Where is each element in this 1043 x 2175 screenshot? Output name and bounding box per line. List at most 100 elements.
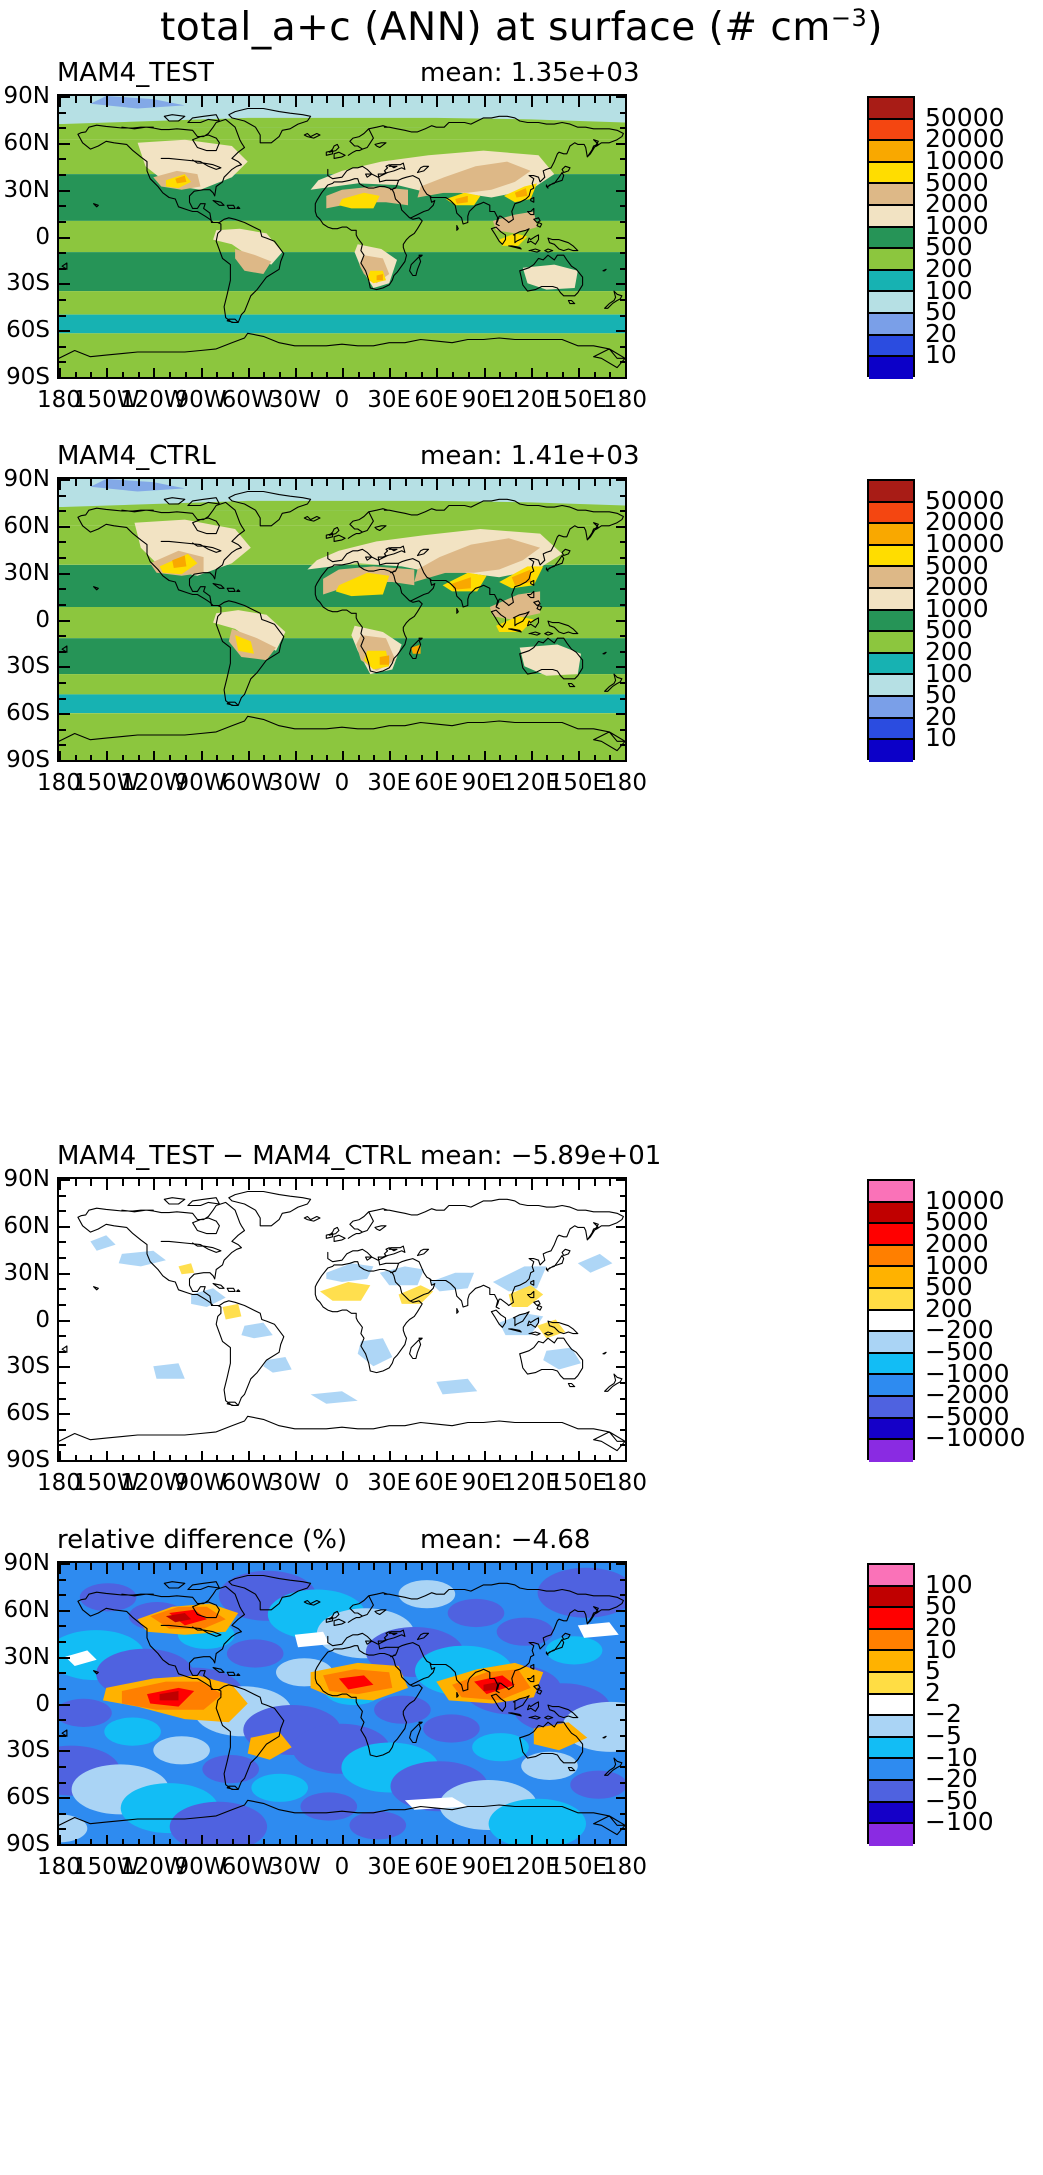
panel-mam4-ctrl-colorbar-label-1: 20000: [925, 507, 1005, 537]
panel-difference-ytick-minor-r: [620, 1350, 627, 1353]
panel-mam4-test-ytick-minor: [59, 174, 66, 177]
panel-relative-difference-xtick-minor: [562, 1839, 565, 1846]
panel-mam4-ctrl-xtick-minor-t: [184, 479, 187, 486]
panel-mam4-ctrl-xtick-minor-t: [326, 479, 329, 486]
panel-mam4-test-colorbar-label-10: 20: [925, 318, 957, 348]
panel-mam4-test-xtick-minor: [90, 372, 93, 379]
panel-mam4-test-ytick-r-0: [616, 96, 627, 98]
panel-relative-difference-xtick-10: [530, 1835, 533, 1846]
panel-mam4-test-colorbar-label-4: 2000: [925, 189, 989, 219]
panel-relative-difference-xtick-6: [342, 1835, 344, 1846]
panel-difference-ytick-minor: [59, 1194, 66, 1197]
panel-mam4-ctrl-xtick-3: [200, 751, 203, 762]
panel-mam4-test-xtick-12: [625, 368, 627, 379]
panel-mam4-test-xtick-minor: [357, 372, 360, 379]
panel-mam4-ctrl-ytick-minor: [59, 650, 66, 653]
panel-mam4-ctrl-xtick-minor: [514, 755, 517, 762]
panel-mam4-test-xtick-minor: [562, 372, 565, 379]
panel-difference-xtick-4: [247, 1451, 250, 1462]
panel-mam4-ctrl-xtick-minor-t: [562, 479, 565, 486]
panel-relative-difference-xtick-minor-t: [357, 1563, 360, 1570]
panel-mam4-test-xtick-2: [153, 368, 156, 379]
panel-relative-difference-ytick-4: [59, 1750, 70, 1753]
panel-difference-xtick-minor: [310, 1455, 313, 1462]
panel-relative-difference-colorbar-label-11: −100: [925, 1807, 994, 1837]
panel-mam4-ctrl-xtick-minor: [609, 755, 612, 762]
panel-difference-colorbar-label-2: 2000: [925, 1228, 989, 1258]
panel-relative-difference-ytick-r-1: [616, 1609, 627, 1612]
panel-relative-difference-xtick-minor: [216, 1839, 219, 1846]
panel-mam4-ctrl-xtick-11: [577, 751, 580, 762]
panel-mam4-ctrl-xtick-1: [106, 751, 109, 762]
panel-mam4-ctrl-colorbar-label-2: 10000: [925, 528, 1005, 558]
panel-relative-difference-xtick-minor-t: [184, 1563, 187, 1570]
panel-mam4-ctrl-ytick-1: [59, 525, 70, 528]
panel-mam4-test-ylabel-4: 30S: [6, 270, 50, 297]
panel-difference-xlabel-5: 30W: [268, 1470, 321, 1496]
panel-mam4-ctrl-colorbar-label-9: 50: [925, 680, 957, 710]
panel-difference-xtick-minor-t: [467, 1179, 470, 1186]
panel-mam4-test-xtick-minor-t: [357, 96, 360, 103]
panel-mam4-test-xtick-minor: [546, 372, 549, 379]
panel-difference-xlabel-10: 120E: [501, 1470, 560, 1496]
panel-difference-xtick-minor: [609, 1455, 612, 1462]
panel-mam4-test-xtick-minor-t: [593, 96, 596, 103]
panel-mam4-ctrl-ytick-minor: [59, 588, 66, 591]
panel-mam4-ctrl-xlabel-0: 180: [37, 770, 81, 796]
panel-mam4-ctrl-xtick-9: [483, 751, 486, 762]
panel-mam4-test-ytick-0: [59, 96, 70, 98]
panel-mam4-test-colorbar-label-5: 1000: [925, 210, 989, 240]
panel-mam4-test-xlabel-11: 150E: [548, 387, 608, 413]
panel-mam4-ctrl-xtick-t-4: [247, 479, 250, 490]
panel-mam4-test-xtick-minor: [279, 372, 282, 379]
panel-mam4-ctrl-colorbar-segment-0: [869, 481, 913, 503]
panel-relative-difference-xlabel-0: 180: [37, 1854, 81, 1880]
panel-mam4-ctrl-xtick-minor: [562, 755, 565, 762]
panel-difference-mean: mean: −5.89e+01: [420, 1141, 662, 1171]
panel-mam4-ctrl-ytick-minor: [59, 603, 66, 606]
panel-mam4-test-xtick-minor: [420, 372, 423, 379]
panel-mam4-test-xlabel-10: 120E: [501, 387, 560, 413]
panel-relative-difference-ytick-0: [59, 1563, 70, 1565]
panel-relative-difference-xtick-t-12: [625, 1563, 627, 1574]
panel-mam4-ctrl-xtick-minor: [420, 755, 423, 762]
panel-mam4-test-ylabel-1: 60N: [3, 129, 50, 156]
panel-difference-xlabel-9: 90E: [461, 1470, 506, 1496]
panel-relative-difference-xtick-t-0: [59, 1563, 61, 1574]
panel-difference-ytick-minor-r: [620, 1428, 627, 1431]
panel-mam4-test-xtick-4: [247, 368, 250, 379]
panel-mam4-ctrl-ylabel-2: 30N: [3, 559, 50, 586]
panel-difference-xtick-minor-t: [357, 1179, 360, 1186]
panel-mam4-ctrl-ytick-minor-r: [620, 588, 627, 591]
panel-mam4-test-xlabel-12: 180: [603, 387, 647, 413]
panel-mam4-test-colorbar-segment-12: [869, 357, 913, 379]
panel-mam4-ctrl-xtick-6: [342, 751, 344, 762]
panel-relative-difference-xtick-minor-t: [452, 1563, 455, 1570]
panel-difference-colorbar-label-7: −500: [925, 1336, 994, 1366]
panel-mam4-ctrl-ytick-minor-r: [620, 635, 627, 638]
panel-mam4-ctrl-ytick-minor: [59, 744, 66, 747]
panel-mam4-test-xtick-minor: [514, 372, 517, 379]
panel-difference-ytick-1: [59, 1225, 70, 1228]
panel-difference-xlabel-11: 150E: [548, 1470, 608, 1496]
panel-difference-xtick-10: [530, 1451, 533, 1462]
panel-relative-difference-ylabel-6: 90S: [6, 1831, 50, 1857]
panel-difference-colorbar-label-11: −10000: [925, 1423, 1026, 1453]
panel-difference-ytick-minor-r: [620, 1381, 627, 1384]
panel-relative-difference-ylabel-0: 90N: [3, 1550, 50, 1576]
panel-relative-difference-xlabel-11: 150E: [548, 1854, 608, 1880]
panel-relative-difference-colorbar-label-8: −10: [925, 1742, 978, 1772]
panel-mam4-ctrl-ytick-5: [59, 713, 70, 716]
panel-relative-difference-ytick-minor-r: [620, 1672, 627, 1675]
panel-mam4-test-colorbar-label-1: 20000: [925, 124, 1005, 154]
panel-relative-difference-ytick-r-2: [616, 1656, 627, 1659]
panel-mam4-test-xtick-minor: [310, 372, 313, 379]
panel-difference-xtick-minor: [357, 1455, 360, 1462]
panel-mam4-ctrl-xtick-t-7: [389, 479, 392, 490]
panel-difference-ylabel-4: 30S: [6, 1353, 50, 1380]
panel-relative-difference-xtick-minor: [467, 1839, 470, 1846]
panel-mam4-test-xtick-minor-t: [310, 96, 313, 103]
panel-difference-ytick-minor-r: [620, 1335, 627, 1338]
panel-difference-xtick-minor-t: [514, 1179, 517, 1186]
panel-difference-xtick-minor: [137, 1455, 140, 1462]
